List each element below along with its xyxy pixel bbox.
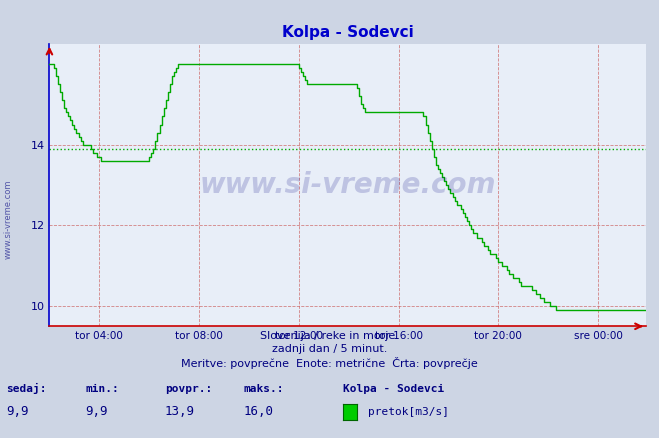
Text: povpr.:: povpr.: <box>165 384 212 394</box>
Text: 9,9: 9,9 <box>7 405 29 418</box>
Text: maks.:: maks.: <box>244 384 284 394</box>
Text: 9,9: 9,9 <box>86 405 108 418</box>
Text: www.si-vreme.com: www.si-vreme.com <box>200 171 496 199</box>
Text: Kolpa - Sodevci: Kolpa - Sodevci <box>343 384 444 394</box>
Text: 16,0: 16,0 <box>244 405 274 418</box>
Title: Kolpa - Sodevci: Kolpa - Sodevci <box>282 25 413 40</box>
Text: min.:: min.: <box>86 384 119 394</box>
Text: sedaj:: sedaj: <box>7 383 47 394</box>
Text: 13,9: 13,9 <box>165 405 195 418</box>
Text: www.si-vreme.com: www.si-vreme.com <box>3 179 13 259</box>
Text: zadnji dan / 5 minut.: zadnji dan / 5 minut. <box>272 344 387 354</box>
Text: Meritve: povprečne  Enote: metrične  Črta: povprečje: Meritve: povprečne Enote: metrične Črta:… <box>181 357 478 369</box>
Text: Slovenija / reke in morje.: Slovenija / reke in morje. <box>260 331 399 341</box>
Text: pretok[m3/s]: pretok[m3/s] <box>368 407 449 417</box>
